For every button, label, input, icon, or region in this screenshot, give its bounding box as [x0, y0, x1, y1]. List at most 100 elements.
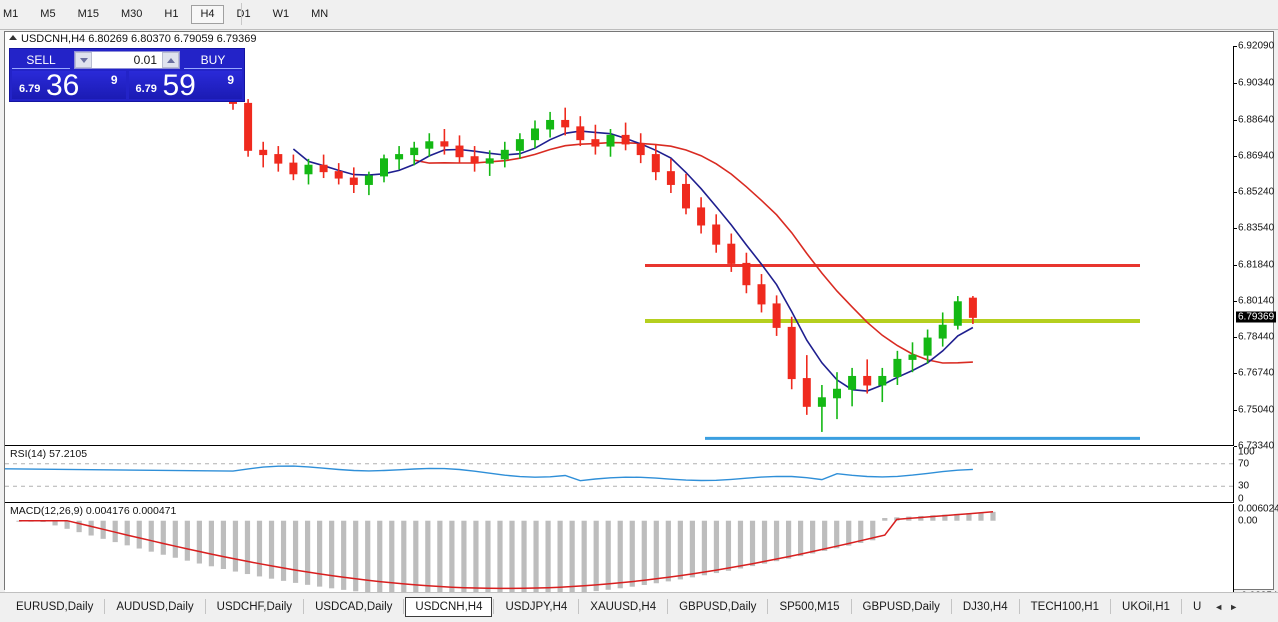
- sell-price-prefix: 6.79: [19, 83, 41, 95]
- buy-price-prefix: 6.79: [135, 83, 157, 95]
- symbol-tab[interactable]: USDCNH,H4: [405, 596, 493, 617]
- symbol-tab[interactable]: XAUUSD,H4: [590, 600, 657, 613]
- tab-divider: [767, 599, 769, 614]
- price-scale: 6.92090 6.90340 6.88640 6.86940 6.85240 6.835…: [1233, 41, 1277, 452]
- rsi-label: RSI(14) 57.2105: [10, 448, 88, 460]
- rsi-tick-label: 70: [1238, 458, 1250, 470]
- macd-pane[interactable]: MACD(12,26,9) 0.004176 0.000471: [5, 504, 1233, 600]
- rsi-tick-label: 0: [1238, 493, 1244, 505]
- symbol-tab[interactable]: SP500,M15: [779, 600, 840, 613]
- tab-scroll-right-icon[interactable]: ►: [1229, 601, 1239, 612]
- symbol-tab[interactable]: AUDUSD,Daily: [116, 600, 194, 613]
- symbol-tab[interactable]: USDJPY,H4: [505, 600, 568, 613]
- price-tick-mark: [1234, 228, 1237, 230]
- tab-divider: [303, 599, 305, 614]
- tab-divider: [403, 599, 405, 614]
- price-tick-label: 6.75040: [1238, 404, 1275, 416]
- timeframe-w1[interactable]: W1: [272, 8, 290, 20]
- current-price-label: 6.79369: [1236, 311, 1277, 323]
- tab-divider: [950, 599, 952, 614]
- chart-title-text: USDCNH,H4 6.80269 6.80370 6.79059 6.7936…: [21, 33, 257, 45]
- timeframe-m5[interactable]: M5: [40, 8, 56, 20]
- timeframe-m15[interactable]: M15: [77, 8, 99, 20]
- timeframe-d1[interactable]: D1: [236, 8, 251, 20]
- buy-price-fraction: 9: [227, 73, 234, 87]
- tab-divider: [1110, 599, 1112, 614]
- price-tick-mark: [1234, 119, 1237, 121]
- rsi-tick-label: 30: [1238, 480, 1250, 492]
- chevron-down-icon: [79, 57, 88, 63]
- tab-divider: [578, 599, 580, 614]
- one-click-trading-panel[interactable]: SELL 0.01 BUY 6.79 36 9: [9, 48, 245, 102]
- price-tick-label: 6.90340: [1238, 77, 1275, 89]
- price-tick-label: 6.88640: [1238, 114, 1275, 126]
- chevron-up-icon: [166, 57, 175, 63]
- trade-panel-quotes: 6.79 36 9 6.79 59 9: [10, 71, 244, 101]
- symbol-tabbar: EURUSD,Daily AUDUSD,Daily USDCHF,Daily USDC…: [0, 592, 1278, 622]
- symbol-tab[interactable]: EURUSD,Daily: [16, 600, 94, 613]
- buy-price-big: 59: [162, 71, 196, 99]
- chart-title-bar: USDCNH,H4 6.80269 6.80370 6.79059 6.7936…: [5, 32, 1273, 46]
- timeframe-toolbar: M1 M5 M15 M30 H1 H4 D1 W1 MN: [0, 0, 1278, 30]
- price-tick-label: 6.78440: [1238, 331, 1275, 343]
- tab-scroll-left-icon[interactable]: ◄: [1214, 601, 1224, 612]
- toolbar-separator: [241, 3, 242, 25]
- price-tick-mark: [1234, 446, 1237, 447]
- tab-divider: [493, 599, 495, 614]
- volume-stepper[interactable]: 0.01: [74, 51, 180, 69]
- volume-decrement-button[interactable]: [75, 52, 92, 68]
- timeframe-h1[interactable]: H1: [164, 8, 179, 20]
- sell-price-box[interactable]: 6.79 36 9: [12, 71, 126, 99]
- chart-window[interactable]: USDCNH,H4 6.80269 6.80370 6.79059 6.7936…: [4, 31, 1278, 621]
- price-tick-mark: [1234, 409, 1237, 411]
- macd-tick-label: 0.00: [1238, 515, 1258, 527]
- price-tick-label: 6.81840: [1238, 259, 1275, 271]
- sell-price-fraction: 9: [110, 73, 118, 87]
- symbol-tab-list: EURUSD,Daily AUDUSD,Daily USDCHF,Daily USDC…: [6, 593, 1241, 620]
- symbol-tab[interactable]: TECH100,H1: [1030, 600, 1100, 613]
- tab-divider: [850, 599, 852, 614]
- symbol-tab[interactable]: GBPUSD,Daily: [862, 600, 940, 613]
- price-tick-label: 6.80140: [1238, 295, 1275, 307]
- price-tick-label: 6.73340: [1238, 440, 1275, 452]
- price-tick-mark: [1234, 337, 1237, 339]
- buy-price-box[interactable]: 6.79 59 9: [128, 71, 242, 99]
- tab-divider: [1018, 599, 1020, 614]
- symbol-tab[interactable]: GBPUSD,Daily: [679, 600, 757, 613]
- price-chart-canvas: [229, 84, 1140, 440]
- symbol-tab[interactable]: U: [1192, 600, 1202, 613]
- tab-divider: [104, 599, 106, 614]
- price-tick-mark: [1234, 264, 1237, 266]
- sell-button[interactable]: SELL: [12, 51, 70, 69]
- price-tick-mark: [1234, 192, 1237, 194]
- macd-label: MACD(12,26,9) 0.004176 0.000471: [10, 505, 177, 517]
- price-tick-mark: [1234, 300, 1237, 302]
- timeframe-mn[interactable]: MN: [311, 8, 329, 20]
- timeframe-list: M1 M5 M15 M30 H1 H4 D1 W1 MN: [0, 0, 339, 29]
- tab-divider: [204, 599, 206, 614]
- symbol-tab[interactable]: DJ30,H4: [962, 600, 1008, 613]
- rsi-tick-label: 100: [1238, 446, 1255, 458]
- symbol-tab[interactable]: UKOil,H1: [1122, 600, 1170, 613]
- tab-divider: [667, 599, 669, 614]
- rsi-pane[interactable]: RSI(14) 57.2105: [5, 447, 1233, 503]
- volume-input[interactable]: 0.01: [133, 53, 157, 67]
- timeframe-m30[interactable]: M30: [120, 8, 143, 20]
- rsi-scale: 100 70 30 0: [1233, 446, 1273, 505]
- volume-increment-button[interactable]: [162, 52, 179, 68]
- price-tick-label: 6.76740: [1238, 367, 1275, 379]
- buy-button[interactable]: BUY: [184, 51, 242, 69]
- rsi-canvas: [5, 463, 1233, 487]
- price-tick-label: 6.83540: [1238, 222, 1275, 234]
- symbol-tab[interactable]: USDCHF,Daily: [216, 600, 293, 613]
- timeframe-m1[interactable]: M1: [3, 8, 19, 20]
- price-tick-label: 6.85240: [1238, 186, 1275, 198]
- price-tick-mark: [1234, 373, 1237, 375]
- price-pane[interactable]: [5, 46, 1233, 446]
- timeframe-h4[interactable]: H4: [191, 5, 224, 24]
- symbol-tab[interactable]: USDCAD,Daily: [315, 600, 393, 613]
- trade-panel-top-row: SELL 0.01 BUY: [10, 49, 244, 71]
- price-tick-label: 6.92090: [1238, 40, 1275, 52]
